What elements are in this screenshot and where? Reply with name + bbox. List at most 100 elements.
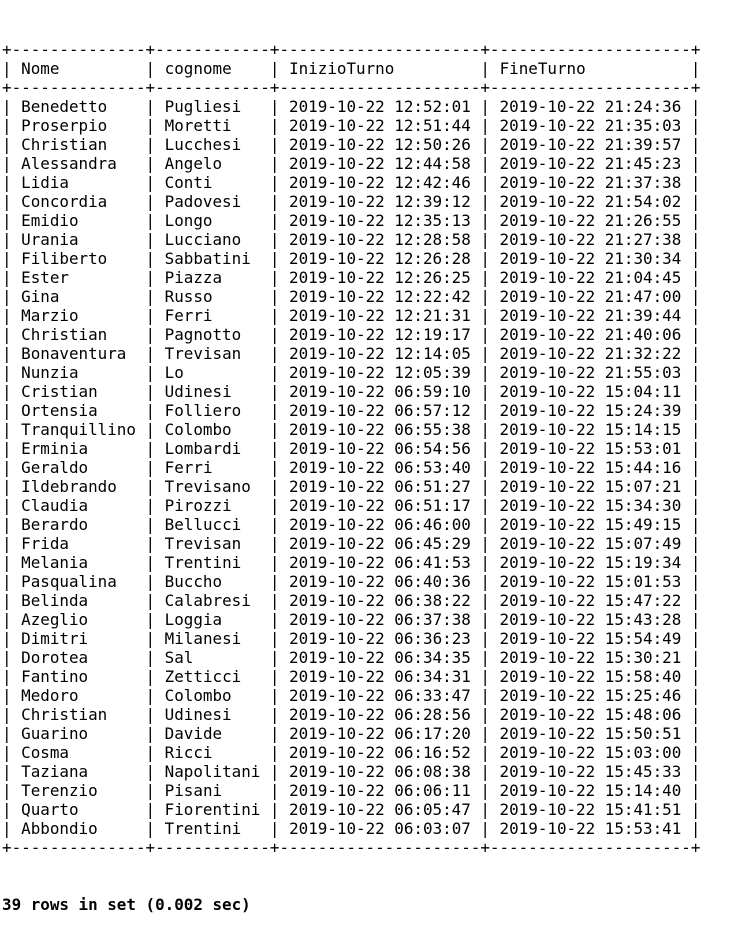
- table-row: | Quarto | Fiorentini | 2019-10-22 06:05…: [2, 800, 701, 819]
- cell-nome: Cosma: [21, 743, 69, 762]
- rows-summary: 39 rows in set (0.002 sec): [2, 895, 251, 914]
- table-row: | Belinda | Calabresi | 2019-10-22 06:38…: [2, 591, 701, 610]
- cell-cognome: Pagnotto: [164, 325, 242, 344]
- cell-nome: Christian: [21, 325, 108, 344]
- cell-nome: Marzio: [21, 306, 79, 325]
- cell-nome: Christian: [21, 135, 108, 154]
- cell-cognome: Udinesi: [164, 705, 232, 724]
- cell-cognome: Angelo: [164, 154, 223, 173]
- cell-fineturno: 2019-10-22 15:07:49: [499, 534, 682, 553]
- cell-inizioturno: 2019-10-22 06:34:31: [289, 667, 471, 686]
- cell-cognome: Lombardi: [164, 439, 242, 458]
- cell-nome: Medoro: [21, 686, 79, 705]
- cell-cognome: Lo: [164, 363, 184, 382]
- cell-inizioturno: 2019-10-22 06:34:35: [289, 648, 471, 667]
- cell-nome: Lidia: [21, 173, 69, 192]
- cell-fineturno: 2019-10-22 15:44:16: [499, 458, 682, 477]
- cell-inizioturno: 2019-10-22 06:41:53: [289, 553, 471, 572]
- table-row: | Pasqualina | Buccho | 2019-10-22 06:40…: [2, 572, 701, 591]
- cell-inizioturno: 2019-10-22 06:36:23: [289, 629, 471, 648]
- cell-cognome: Trentini: [164, 819, 242, 838]
- cell-nome: Alessandra: [21, 154, 117, 173]
- table-border: +--------------+------------+-----------…: [2, 838, 701, 857]
- table-row: | Benedetto | Pugliesi | 2019-10-22 12:5…: [2, 97, 701, 116]
- cell-fineturno: 2019-10-22 15:49:15: [499, 515, 682, 534]
- cell-fineturno: 2019-10-22 21:39:57: [499, 135, 682, 154]
- cell-inizioturno: 2019-10-22 06:59:10: [289, 382, 471, 401]
- cell-cognome: Sabbatini: [164, 249, 251, 268]
- cell-cognome: Piazza: [164, 268, 223, 287]
- table-row: | Concordia | Padovesi | 2019-10-22 12:3…: [2, 192, 701, 211]
- table-row: | Nunzia | Lo | 2019-10-22 12:05:39 | 20…: [2, 363, 701, 382]
- cell-fineturno: 2019-10-22 15:01:53: [499, 572, 682, 591]
- cell-inizioturno: 2019-10-22 12:22:42: [289, 287, 471, 306]
- cell-inizioturno: 2019-10-22 06:16:52: [289, 743, 471, 762]
- table-row: | Dimitri | Milanesi | 2019-10-22 06:36:…: [2, 629, 701, 648]
- cell-cognome: Longo: [164, 211, 213, 230]
- cell-fineturno: 2019-10-22 15:47:22: [499, 591, 682, 610]
- cell-inizioturno: 2019-10-22 12:35:13: [289, 211, 471, 230]
- cell-nome: Cristian: [21, 382, 98, 401]
- cell-fineturno: 2019-10-22 15:58:40: [499, 667, 682, 686]
- cell-nome: Erminia: [21, 439, 89, 458]
- table-row: | Terenzio | Pisani | 2019-10-22 06:06:1…: [2, 781, 701, 800]
- cell-nome: Berardo: [21, 515, 89, 534]
- cell-nome: Nunzia: [21, 363, 79, 382]
- table-border: +--------------+------------+-----------…: [2, 78, 701, 97]
- cell-cognome: Trevisan: [164, 344, 242, 363]
- table-row: | Ortensia | Folliero | 2019-10-22 06:57…: [2, 401, 701, 420]
- cell-fineturno: 2019-10-22 21:35:03: [499, 116, 682, 135]
- cell-inizioturno: 2019-10-22 12:14:05: [289, 344, 471, 363]
- cell-nome: Fantino: [21, 667, 89, 686]
- terminal-output: +--------------+------------+-----------…: [2, 2, 700, 933]
- query-result-table: +--------------+------------+-----------…: [2, 40, 700, 857]
- cell-inizioturno: 2019-10-22 06:54:56: [289, 439, 471, 458]
- cell-cognome: Trentini: [164, 553, 242, 572]
- cell-nome: Pasqualina: [21, 572, 117, 591]
- cell-cognome: Bellucci: [164, 515, 242, 534]
- table-border: +--------------+------------+-----------…: [2, 40, 701, 59]
- cell-fineturno: 2019-10-22 21:27:38: [499, 230, 682, 249]
- table-row: | Christian | Udinesi | 2019-10-22 06:28…: [2, 705, 701, 724]
- cell-fineturno: 2019-10-22 15:19:34: [499, 553, 682, 572]
- cell-nome: Geraldo: [21, 458, 89, 477]
- table-row: | Ester | Piazza | 2019-10-22 12:26:25 |…: [2, 268, 701, 287]
- cell-cognome: Pugliesi: [164, 97, 242, 116]
- cell-nome: Guarino: [21, 724, 89, 743]
- cell-cognome: Trevisano: [164, 477, 251, 496]
- cell-nome: Taziana: [21, 762, 89, 781]
- column-header-nome: Nome: [21, 59, 60, 78]
- cell-cognome: Milanesi: [164, 629, 242, 648]
- cell-inizioturno: 2019-10-22 12:26:25: [289, 268, 471, 287]
- cell-inizioturno: 2019-10-22 06:45:29: [289, 534, 471, 553]
- cell-nome: Urania: [21, 230, 79, 249]
- cell-inizioturno: 2019-10-22 06:08:38: [289, 762, 471, 781]
- table-row: | Marzio | Ferri | 2019-10-22 12:21:31 |…: [2, 306, 701, 325]
- table-row: | Proserpio | Moretti | 2019-10-22 12:51…: [2, 116, 701, 135]
- cell-cognome: Napolitani: [164, 762, 261, 781]
- cell-inizioturno: 2019-10-22 12:05:39: [289, 363, 471, 382]
- cell-cognome: Colombo: [164, 686, 232, 705]
- table-row: | Tranquillino | Colombo | 2019-10-22 06…: [2, 420, 701, 439]
- cell-fineturno: 2019-10-22 21:40:06: [499, 325, 682, 344]
- cell-inizioturno: 2019-10-22 06:17:20: [289, 724, 471, 743]
- cell-nome: Filiberto: [21, 249, 108, 268]
- cell-fineturno: 2019-10-22 21:24:36: [499, 97, 682, 116]
- cell-nome: Gina: [21, 287, 60, 306]
- cell-cognome: Conti: [164, 173, 213, 192]
- table-row: | Berardo | Bellucci | 2019-10-22 06:46:…: [2, 515, 701, 534]
- table-row: | Taziana | Napolitani | 2019-10-22 06:0…: [2, 762, 701, 781]
- cell-cognome: Russo: [164, 287, 213, 306]
- cell-cognome: Sal: [164, 648, 194, 667]
- cell-inizioturno: 2019-10-22 12:42:46: [289, 173, 471, 192]
- cell-fineturno: 2019-10-22 21:30:34: [499, 249, 682, 268]
- cell-inizioturno: 2019-10-22 06:28:56: [289, 705, 471, 724]
- cell-inizioturno: 2019-10-22 06:51:17: [289, 496, 471, 515]
- cell-fineturno: 2019-10-22 15:54:49: [499, 629, 682, 648]
- table-row: | Christian | Lucchesi | 2019-10-22 12:5…: [2, 135, 701, 154]
- cell-nome: Dimitri: [21, 629, 89, 648]
- table-row: | Azeglio | Loggia | 2019-10-22 06:37:38…: [2, 610, 701, 629]
- table-row: | Claudia | Pirozzi | 2019-10-22 06:51:1…: [2, 496, 701, 515]
- table-row: | Guarino | Davide | 2019-10-22 06:17:20…: [2, 724, 701, 743]
- cell-nome: Abbondio: [21, 819, 98, 838]
